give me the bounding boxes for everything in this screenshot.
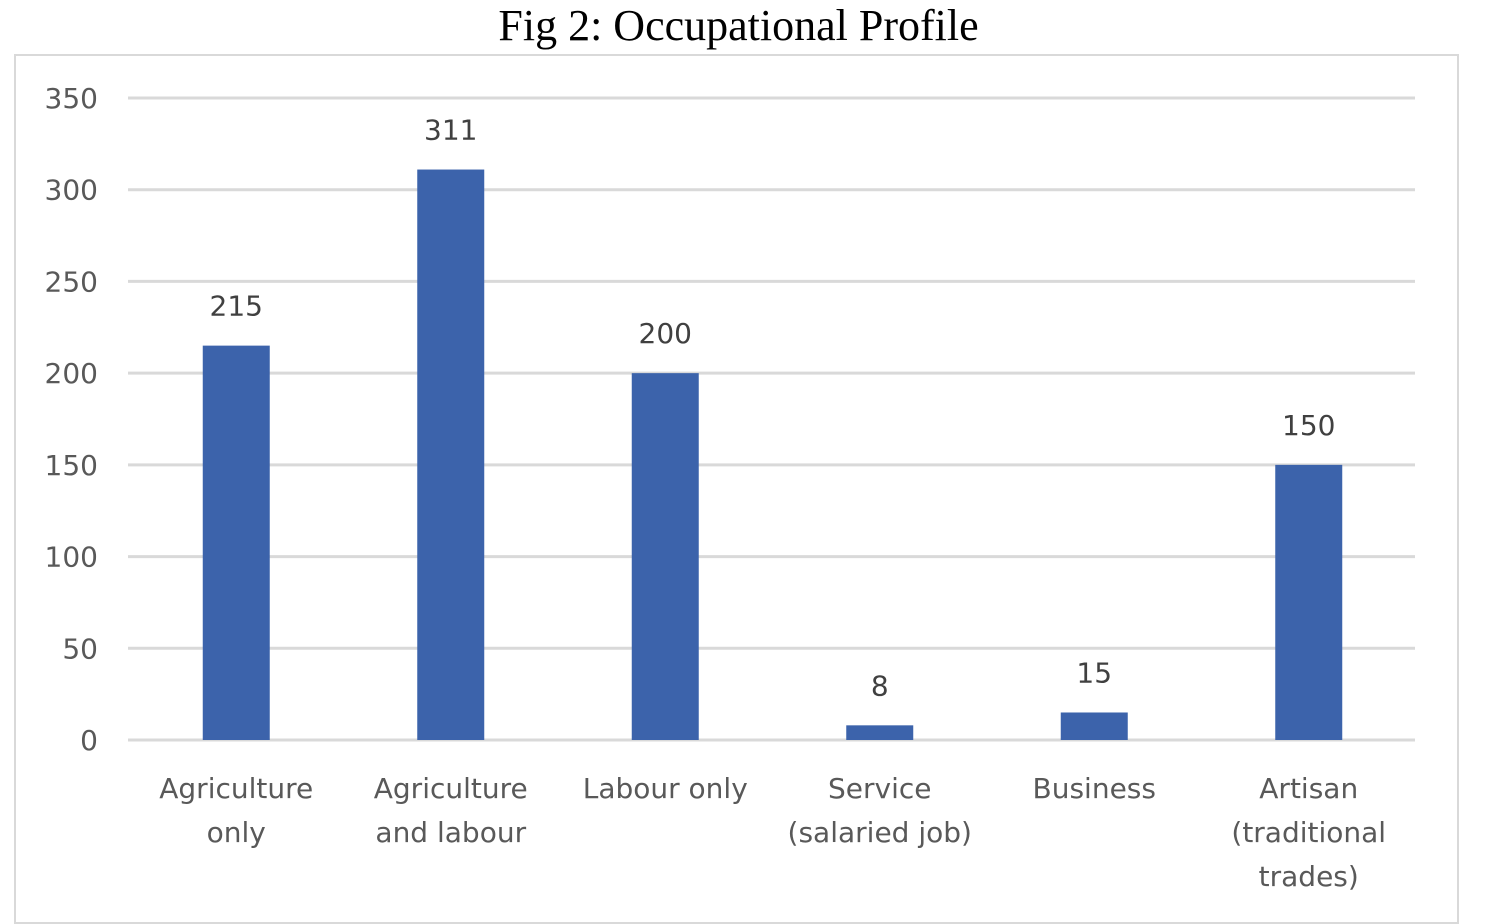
y-tick-label: 250	[45, 265, 98, 298]
x-tick-label: Business	[1033, 772, 1156, 805]
y-tick-label: 50	[62, 632, 98, 665]
data-label: 311	[424, 114, 477, 147]
x-tick-label: (traditional	[1231, 816, 1386, 849]
data-label: 15	[1076, 656, 1112, 689]
x-tick-label: Artisan	[1259, 772, 1358, 805]
data-label: 215	[210, 290, 263, 323]
bar	[631, 373, 699, 740]
y-tick-label: 350	[45, 82, 98, 115]
bar	[846, 725, 914, 740]
bar	[1060, 712, 1128, 740]
y-tick-label: 300	[45, 174, 98, 207]
y-tick-label: 100	[45, 541, 98, 574]
data-label: 8	[871, 669, 889, 702]
bar	[202, 345, 270, 740]
x-tick-label: Labour only	[583, 772, 748, 805]
bar	[417, 169, 485, 741]
y-tick-label: 150	[45, 449, 98, 482]
x-tick-label: Agriculture	[374, 772, 528, 805]
x-tick-label: trades)	[1259, 860, 1359, 893]
x-tick-label: (salaried job)	[788, 816, 972, 849]
x-tick-label: only	[207, 816, 266, 849]
y-tick-label: 200	[45, 357, 98, 390]
chart-title: Fig 2: Occupational Profile	[498, 1, 979, 50]
x-tick-label: and labour	[375, 816, 526, 849]
data-label: 200	[639, 317, 692, 350]
data-label: 150	[1282, 409, 1335, 442]
x-tick-label: Agriculture	[159, 772, 313, 805]
x-tick-label: Service	[828, 772, 931, 805]
bar	[1275, 464, 1343, 740]
y-tick-label: 0	[80, 724, 98, 757]
